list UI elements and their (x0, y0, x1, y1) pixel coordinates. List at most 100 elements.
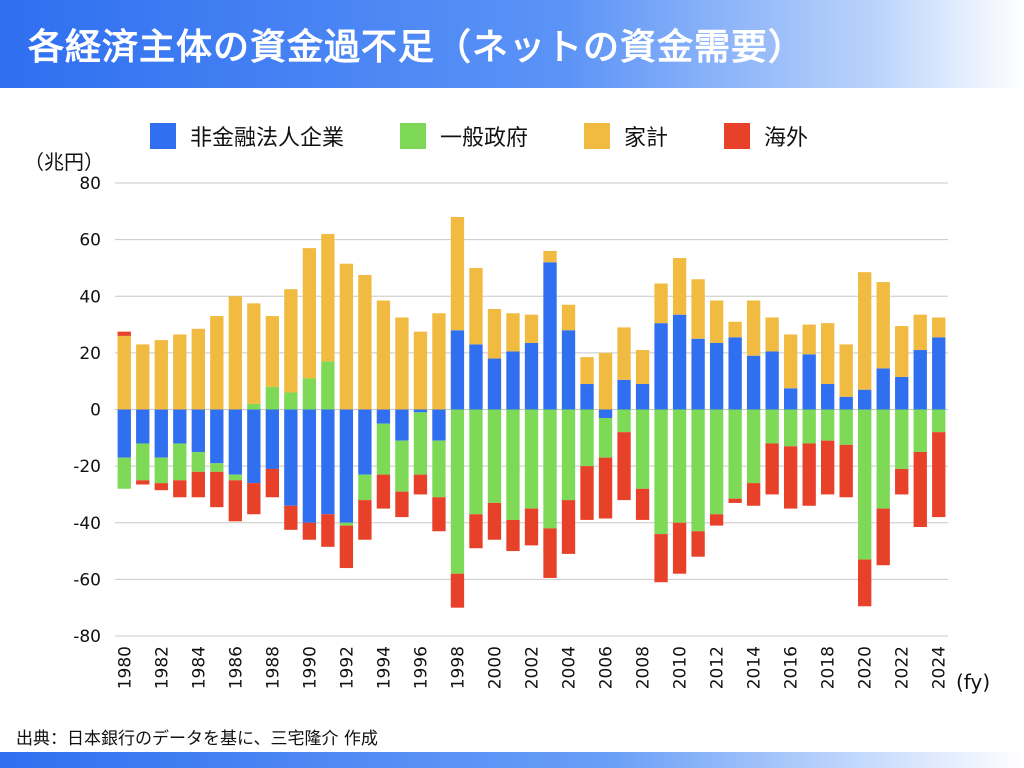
legend-swatch-government (400, 123, 427, 149)
x-tick-label: 1984 (189, 646, 209, 689)
bar-segment-1995-s3 (395, 491, 409, 518)
bar-segment-2015-s0 (765, 351, 779, 410)
bar-segment-2023-s1 (913, 409, 927, 452)
bar-segment-2002-s0 (524, 342, 539, 410)
x-tick-label: 2024 (930, 646, 950, 689)
bar-segment-1991-s3 (321, 514, 335, 547)
bar-segment-2004-s3 (561, 500, 576, 554)
y-tick-label: -40 (73, 514, 101, 534)
bar-segment-2016-s3 (783, 446, 798, 509)
legend-swatch-corporate (150, 123, 176, 149)
bar-segment-2005-s2 (580, 357, 594, 385)
bar-segment-1981-s1 (136, 443, 150, 481)
bar-segment-1997-s2 (432, 313, 446, 410)
y-tick-label: -20 (73, 457, 101, 477)
bar-segment-2003-s0 (543, 262, 557, 410)
bar-segment-2008-s3 (635, 488, 650, 520)
bar-segment-1999-s3 (469, 514, 483, 549)
x-tick-label: 2002 (523, 646, 543, 689)
bar-segment-2023-s0 (913, 350, 927, 410)
bar-segment-1987-s3 (247, 483, 261, 515)
bar-segment-1986-s0 (228, 409, 242, 475)
bar-segment-2020-s0 (858, 389, 872, 410)
bar-segment-1993-s1 (358, 474, 372, 501)
bar-segment-2014-s3 (746, 483, 761, 506)
bar-segment-1996-s2 (413, 331, 428, 410)
bar-segment-2007-s2 (617, 327, 631, 380)
bar-segment-1994-s0 (376, 409, 391, 424)
bar-segment-2004-s1 (561, 409, 576, 501)
x-tick-label: 1980 (115, 646, 135, 689)
x-tick-label: 2006 (597, 646, 617, 689)
bar-segment-2020-s2 (858, 272, 872, 390)
bar-segment-2021-s2 (876, 282, 890, 369)
bar-segment-2016-s2 (783, 334, 798, 389)
bar-segment-2014-s2 (746, 300, 761, 356)
bar-segment-2018-s3 (821, 440, 835, 495)
bar-segment-2009-s3 (654, 534, 668, 583)
bar-segment-1996-s3 (413, 474, 428, 495)
bar-segment-2022-s1 (895, 409, 909, 469)
bar-segment-2021-s1 (876, 409, 890, 509)
bar-segment-1992-s2 (339, 263, 354, 410)
bar-segment-2014-s0 (746, 355, 761, 410)
bar-segment-2019-s2 (839, 344, 853, 397)
x-tick-label: 1994 (374, 646, 394, 689)
bar-segment-2008-s1 (635, 409, 650, 489)
x-tick-label: 1990 (300, 646, 320, 689)
x-tick-label: 2014 (745, 646, 765, 689)
bar-segment-1992-s0 (339, 409, 354, 523)
bar-segment-2000-s0 (487, 358, 502, 410)
bar-segment-2021-s3 (876, 508, 890, 566)
bar-segment-1995-s2 (395, 317, 409, 410)
bar-segment-1990-s3 (302, 522, 317, 540)
bar-segment-1988-s0 (265, 409, 280, 469)
y-tick-label: 60 (79, 231, 101, 251)
bar-segment-2010-s2 (672, 258, 687, 315)
bar-segment-2001-s1 (506, 409, 520, 520)
bar-segment-1995-s0 (395, 409, 409, 441)
y-tick-label: 40 (79, 287, 101, 307)
bar-segment-1983-s3 (173, 480, 187, 498)
bar-segment-1997-s0 (432, 409, 446, 441)
bar-segment-2000-s2 (487, 308, 502, 359)
bar-segment-2006-s2 (598, 352, 613, 410)
y-tick-label: 80 (79, 174, 101, 194)
y-axis-unit-label: （兆円） (24, 150, 104, 174)
bar-segment-1984-s2 (191, 328, 205, 410)
bar-segment-1980-s0 (117, 409, 131, 458)
bar-segment-2005-s1 (580, 409, 594, 467)
bar-segment-1980-s2 (117, 335, 131, 410)
bar-segment-2015-s3 (765, 443, 779, 495)
bar-segment-2012-s3 (709, 514, 724, 526)
bar-segment-2001-s2 (506, 313, 520, 352)
bar-segment-1984-s3 (191, 471, 205, 498)
bar-segment-2007-s3 (617, 432, 631, 501)
bar-segment-2009-s2 (654, 283, 668, 324)
bar-segment-1985-s2 (210, 316, 224, 410)
bar-segment-2016-s0 (783, 388, 798, 410)
bar-segment-2013-s3 (728, 498, 742, 503)
bar-segment-2015-s2 (765, 317, 779, 352)
bar-segment-1989-s3 (284, 505, 298, 530)
x-tick-label: 2000 (485, 646, 505, 689)
bar-segment-2003-s3 (543, 528, 557, 578)
bar-segment-1991-s1 (321, 361, 335, 410)
bar-segment-2005-s3 (580, 466, 594, 520)
bar-segment-1995-s1 (395, 440, 409, 492)
chart-legend: 非金融法人企業 一般政府 家計 海外 (150, 118, 870, 154)
x-tick-label: 1986 (226, 646, 246, 689)
legend-swatch-household (584, 123, 611, 149)
bar-segment-2024-s2 (932, 317, 946, 338)
bar-segment-2019-s3 (839, 444, 853, 498)
bar-segment-1999-s1 (469, 409, 483, 515)
bar-segment-2003-s1 (543, 409, 557, 529)
bar-segment-2021-s0 (876, 368, 890, 410)
bar-segment-2002-s3 (524, 508, 539, 546)
y-tick-label: -80 (73, 627, 101, 647)
bar-segment-1989-s0 (284, 409, 298, 506)
bar-segment-1981-s0 (136, 409, 150, 444)
bar-segment-1993-s3 (358, 500, 372, 540)
bar-segment-2022-s0 (895, 376, 909, 410)
bar-segment-1998-s1 (450, 409, 465, 574)
